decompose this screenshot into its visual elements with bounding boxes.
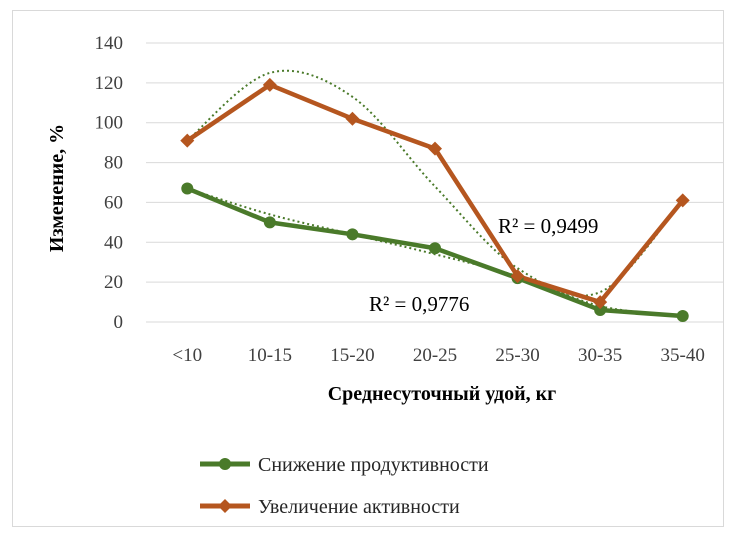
x-tick-label: 20-25	[413, 345, 457, 366]
y-tick-label: 20	[104, 272, 123, 293]
data-markers	[180, 77, 690, 323]
data-point-productivity	[429, 242, 441, 255]
legend-item-productivity: Снижение продуктивности	[200, 454, 489, 476]
data-point-activity	[593, 295, 608, 310]
x-axis-title: Среднесуточный удой, кг	[328, 383, 557, 405]
y-tick-label: 100	[95, 113, 124, 134]
data-point-productivity	[346, 228, 359, 241]
legend-item-activity: Увеличение активности	[200, 496, 460, 518]
y-tick-label: 0	[114, 312, 124, 333]
r2-label-activity: R² = 0,9499	[498, 214, 598, 238]
y-axis-ticks: 0 20 40 60 80 100 120 140	[95, 33, 124, 333]
data-point-productivity	[181, 182, 194, 195]
x-tick-label: <10	[172, 345, 202, 366]
y-tick-label: 80	[104, 153, 123, 174]
y-tick-label: 60	[104, 192, 123, 213]
data-point-productivity	[676, 310, 689, 323]
data-point-activity	[675, 193, 690, 208]
chart-frame: 0 20 40 60 80 100 120 140 <10 10-15 15-20 20-25 25-…	[12, 10, 724, 527]
series-line-activity	[186, 82, 685, 305]
trendline-activity	[186, 69, 684, 297]
x-tick-label: 35-40	[661, 345, 705, 366]
x-tick-label: 15-20	[330, 345, 374, 366]
y-tick-label: 120	[95, 73, 124, 94]
r2-label-productivity: R² = 0,9776	[369, 292, 469, 316]
data-series	[186, 82, 685, 319]
x-tick-label: 25-30	[495, 345, 539, 366]
data-point-activity	[180, 133, 195, 148]
legend-label-productivity: Снижение продуктивности	[258, 454, 489, 476]
legend-marker-circle	[219, 458, 231, 470]
data-point-activity	[345, 111, 360, 126]
x-tick-label: 10-15	[248, 345, 292, 366]
data-point-activity	[428, 141, 442, 156]
x-axis-ticks: <10 10-15 15-20 20-25 25-30 30-35 35-40	[172, 345, 704, 366]
y-axis-title: Изменение, %	[46, 124, 68, 252]
legend: Снижение продуктивности Увеличение актив…	[200, 454, 489, 518]
legend-label-activity: Увеличение активности	[258, 496, 460, 518]
data-point-activity	[262, 77, 277, 92]
x-tick-label: 30-35	[578, 345, 622, 366]
y-tick-label: 40	[104, 232, 123, 253]
trendlines	[186, 69, 684, 318]
data-point-productivity	[263, 216, 276, 229]
line-chart: 0 20 40 60 80 100 120 140 <10 10-15 15-20 20-25 25-…	[46, 33, 724, 518]
gridlines	[146, 42, 724, 323]
legend-marker-diamond	[218, 499, 232, 513]
y-tick-label: 140	[95, 33, 124, 54]
data-point-productivity	[594, 304, 607, 317]
